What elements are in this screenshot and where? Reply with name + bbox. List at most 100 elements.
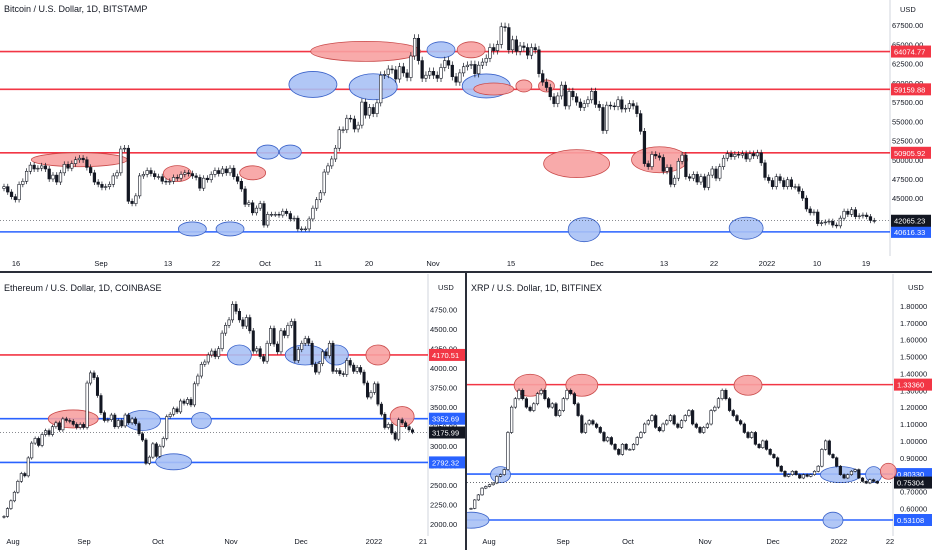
candle-body — [360, 101, 364, 126]
candle-body — [657, 427, 661, 432]
eth-chart-panel[interactable]: USD2000.002250.002500.002750.003000.0032… — [0, 274, 465, 550]
candle-body — [694, 423, 698, 428]
candle-body — [808, 208, 812, 214]
candle-body — [597, 104, 601, 108]
candle-body — [473, 499, 477, 509]
candle-body — [92, 372, 96, 378]
candle-body — [137, 423, 141, 435]
panel-divider-horizontal[interactable] — [0, 271, 932, 273]
candle-body — [691, 174, 696, 179]
x-tick-label: Oct — [259, 259, 272, 268]
candle-body — [679, 420, 684, 428]
candle-body — [620, 99, 624, 110]
candle-body — [518, 45, 522, 52]
candle-body — [16, 481, 20, 493]
candle-body — [234, 303, 238, 312]
candle-body — [57, 422, 61, 431]
candle-body — [665, 167, 669, 172]
level-tag — [429, 348, 465, 361]
candle-body — [196, 375, 200, 385]
candle-body — [752, 153, 756, 157]
level-tag-label: 0.80330 — [897, 470, 924, 479]
candle-body — [51, 174, 55, 180]
candle-body — [227, 319, 231, 326]
x-tick-label: 21 — [419, 537, 427, 546]
xrp-chart-panel[interactable]: USD0.600000.700000.800000.900001.000001.… — [467, 274, 932, 550]
candle-body — [292, 217, 296, 220]
candle-body — [209, 174, 213, 181]
candle-body — [735, 415, 739, 421]
candle-body — [590, 91, 594, 101]
highlight-zone — [278, 144, 302, 160]
candle-body — [235, 176, 240, 182]
candle-body — [28, 164, 32, 172]
candle-body — [68, 420, 72, 422]
candle-body — [793, 186, 797, 188]
candle-body — [842, 210, 846, 219]
x-tick-label: Nov — [698, 537, 712, 546]
candle-body — [612, 105, 616, 108]
candle-body — [567, 91, 571, 107]
candle-body — [529, 47, 534, 56]
candle-body — [546, 398, 551, 408]
candle-body — [750, 432, 754, 438]
y-tick-label: 2000.00 — [430, 520, 457, 529]
y-tick-label: 0.60000 — [900, 504, 927, 513]
candle-body — [864, 481, 868, 484]
candle-body — [513, 398, 517, 408]
candle-body — [539, 389, 543, 394]
candle-body — [816, 465, 820, 472]
y-tick-label: 2250.00 — [430, 501, 457, 510]
candle-body — [120, 420, 124, 427]
candle-body — [185, 399, 190, 404]
candle-body — [30, 442, 34, 459]
candle-body — [130, 200, 134, 204]
highlight-zone — [733, 374, 763, 396]
candle-body — [724, 389, 728, 400]
candle-body — [85, 382, 89, 428]
btc-chart[interactable]: USD 45000.00 47500.00 50000.00 52500.00 55000… — [0, 0, 932, 270]
candle-body — [552, 96, 556, 104]
candle-body — [70, 163, 74, 169]
xrp-chart[interactable]: USD0.600000.700000.800000.900001.000001.… — [467, 274, 932, 550]
candle-body — [189, 399, 193, 406]
candle-body — [151, 443, 155, 458]
candle-body — [164, 180, 168, 183]
candle-body — [314, 364, 318, 373]
candle-body — [857, 469, 861, 479]
candle-body — [175, 177, 179, 179]
candle-body — [484, 57, 488, 63]
candle-body — [89, 372, 93, 384]
highlight-zone — [565, 373, 599, 397]
btc-chart-panel[interactable]: USD 45000.00 47500.00 50000.00 52500.00 55000… — [0, 0, 932, 270]
candle-body — [646, 163, 650, 167]
candle-body — [691, 410, 695, 425]
candle-body — [480, 61, 485, 66]
eth-chart[interactable]: USD2000.002250.002500.002750.003000.0032… — [0, 274, 465, 550]
y-tick-label: 1.30000 — [900, 386, 927, 395]
candle-body — [66, 164, 70, 169]
candle-body — [428, 71, 432, 76]
candle-body — [770, 180, 775, 187]
candle-body — [865, 214, 869, 217]
candle-body — [158, 445, 162, 457]
candle-body — [6, 186, 10, 193]
candle-body — [798, 474, 802, 479]
candle-body — [330, 158, 334, 167]
candle-body — [544, 81, 549, 88]
y-tick-label: 47500.00 — [892, 175, 923, 184]
candle-body — [375, 102, 379, 114]
candle-body — [273, 214, 277, 216]
candle-body — [413, 37, 417, 57]
candle-body — [179, 400, 183, 413]
panel-divider-vertical[interactable] — [465, 273, 467, 550]
candle-body — [620, 443, 625, 455]
highlight-zone — [215, 221, 245, 237]
candle-body — [175, 408, 179, 413]
candle-body — [761, 440, 765, 448]
candle-body — [528, 406, 532, 411]
candle-body — [77, 157, 81, 161]
x-tick-label: Aug — [482, 537, 495, 546]
candle-body — [156, 176, 161, 178]
candle-body — [279, 330, 283, 353]
